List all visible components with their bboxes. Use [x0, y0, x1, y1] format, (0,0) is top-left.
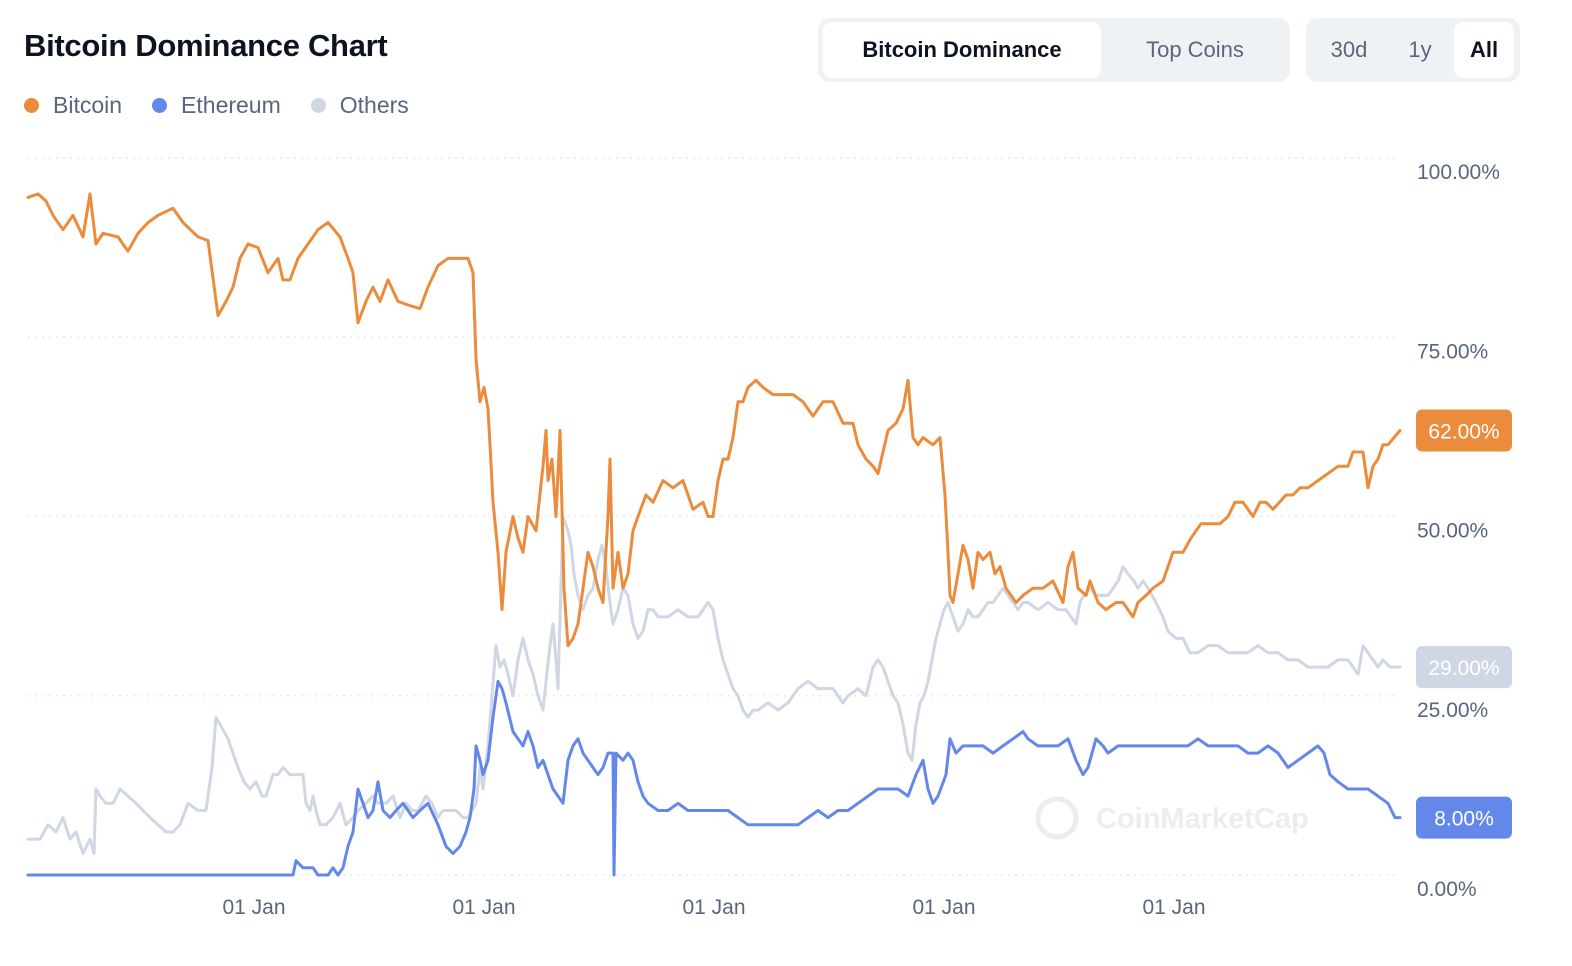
- legend-label-others: Others: [339, 92, 409, 118]
- range-30d-button[interactable]: 30d: [1330, 37, 1368, 62]
- y-tick-label: 75.00%: [1417, 340, 1488, 363]
- tab-bitcoin-dominance[interactable]: Bitcoin Dominance: [823, 22, 1101, 78]
- x-tick-label: 01 Jan: [682, 896, 745, 919]
- ethereum-dot-icon: [152, 98, 168, 113]
- tab-top-coins[interactable]: Top Coins: [1146, 37, 1244, 62]
- series-line-others: [26, 515, 1402, 855]
- legend-label-ethereum: Ethereum: [181, 92, 281, 118]
- legend-label-bitcoin: Bitcoin: [53, 92, 123, 118]
- legend-item-others[interactable]: Others: [310, 92, 409, 119]
- range-1y-button[interactable]: 1y: [1408, 37, 1432, 62]
- others-dot-icon: [310, 98, 326, 113]
- coinmarketcap-watermark: CoinMarketCap: [1035, 796, 1309, 840]
- legend-item-ethereum[interactable]: Ethereum: [152, 92, 281, 119]
- y-tick-label: 0.00%: [1417, 878, 1477, 901]
- chart-legend: Bitcoin Ethereum Others: [24, 92, 409, 119]
- range-all-button[interactable]: All: [1454, 22, 1514, 78]
- watermark-text: CoinMarketCap: [1096, 803, 1309, 835]
- value-badge-others: [1416, 646, 1512, 689]
- y-tick-label: 50.00%: [1417, 520, 1488, 543]
- series-line-ethereum: [26, 679, 1402, 877]
- series-line-bitcoin: [26, 192, 1402, 648]
- page-title: Bitcoin Dominance Chart: [24, 28, 388, 63]
- chart-type-toggle: Bitcoin Dominance Top Coins: [818, 18, 1290, 82]
- time-range-toggle: 30d 1y All: [1306, 18, 1520, 82]
- coinmarketcap-logo-icon: [1035, 796, 1079, 840]
- value-badge-ethereum: [1416, 796, 1512, 839]
- y-tick-label: 100.00%: [1417, 161, 1500, 184]
- value-badge-label-bitcoin: 62.00%: [1428, 420, 1499, 443]
- x-tick-label: 01 Jan: [452, 896, 515, 919]
- x-tick-label: 01 Jan: [1142, 896, 1205, 919]
- bitcoin-dot-icon: [24, 98, 39, 113]
- y-tick-label: 25.00%: [1417, 699, 1488, 722]
- value-badge-label-others: 29.00%: [1428, 657, 1499, 680]
- legend-item-bitcoin[interactable]: Bitcoin: [24, 92, 122, 119]
- value-badge-label-ethereum: 8.00%: [1434, 808, 1494, 831]
- value-badge-bitcoin: [1416, 409, 1512, 452]
- x-tick-label: 01 Jan: [912, 896, 975, 919]
- x-tick-label: 01 Jan: [222, 896, 285, 919]
